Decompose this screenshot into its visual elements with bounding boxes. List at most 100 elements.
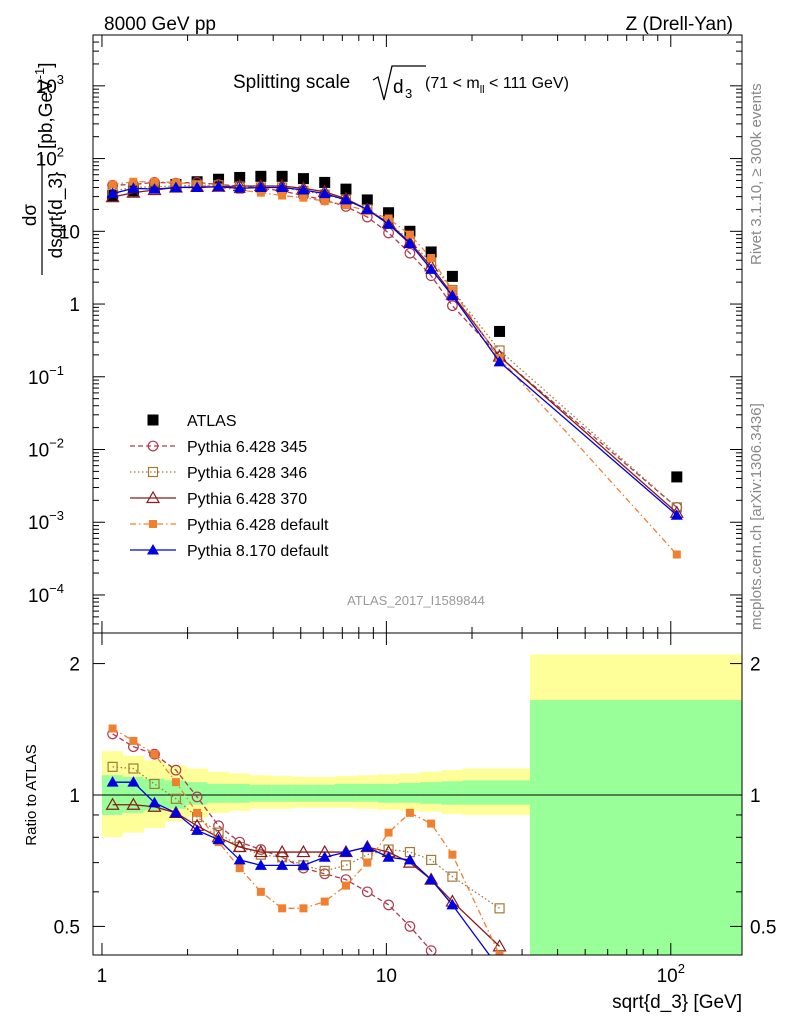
series-line-pythia-6-428-345 bbox=[112, 181, 678, 508]
main-y-tick-label: 1 bbox=[69, 295, 80, 316]
title-range-sub: ll bbox=[480, 84, 485, 96]
data-point-pythia-6-428-346 bbox=[447, 871, 458, 882]
data-point-pythia-6-428-346 bbox=[319, 865, 330, 877]
data-point-pythia-6-428-default bbox=[235, 864, 244, 873]
data-point-pythia-6-428-370 bbox=[296, 844, 311, 858]
data-point-pythia-8-170-default bbox=[403, 853, 416, 865]
tick-label-base: 1 bbox=[97, 966, 108, 987]
data-point-pythia-6-428-default bbox=[672, 550, 681, 559]
data-point-pythia-6-428-346 bbox=[494, 903, 505, 914]
data-point-pythia-8-170-default bbox=[297, 859, 310, 870]
data-point-atlas bbox=[297, 173, 309, 185]
data-point-pythia-6-428-346 bbox=[107, 761, 118, 772]
data-point-pythia-6-428-default bbox=[427, 819, 436, 828]
tick-label-base: 10 bbox=[28, 513, 49, 534]
plot-title: Splitting scale d 3 (71 < mll < 111 GeV) bbox=[233, 65, 569, 101]
series-line-pythia-6-428-370 bbox=[112, 185, 678, 514]
data-point-pythia-8-170-default bbox=[318, 187, 331, 199]
legend-marker-atlas bbox=[147, 414, 159, 426]
inner-uncertainty-band bbox=[420, 782, 442, 804]
ratio-ticks: 0.5 0.51 12 21 10 102 bbox=[54, 633, 776, 987]
data-point-pythia-6-428-345 bbox=[448, 974, 458, 984]
sqrt-symbol bbox=[372, 65, 426, 101]
data-point-pythia-8-170-default bbox=[382, 851, 395, 862]
x-tick-label: 102 bbox=[657, 961, 685, 987]
main-y-tick-label: 10−4 bbox=[28, 581, 64, 607]
data-point-pythia-6-428-default bbox=[108, 180, 117, 189]
tick-label-base: 10 bbox=[59, 222, 80, 243]
data-point-pythia-8-170-default bbox=[339, 193, 352, 205]
series-line-pythia-6-428-345 bbox=[112, 733, 436, 955]
data-point-pythia-6-428-default bbox=[129, 736, 138, 745]
inner-uncertainty-band bbox=[228, 783, 251, 803]
data-point-pythia-8-170-default bbox=[169, 181, 182, 193]
legend-marker-pythia-6-428-370 bbox=[145, 490, 161, 504]
data-point-pythia-6-428-default bbox=[299, 904, 308, 913]
data-point-pythia-8-170-default bbox=[276, 181, 289, 193]
data-point-atlas bbox=[446, 270, 458, 282]
tick-label-exp: −1 bbox=[49, 363, 64, 378]
data-point-pythia-6-428-default bbox=[108, 724, 117, 733]
data-point-pythia-8-170-default bbox=[425, 263, 438, 274]
data-point-pythia-6-428-345 bbox=[213, 820, 224, 832]
data-point-pythia-8-170-default bbox=[361, 841, 374, 852]
y-axis-label: dσ dsqrt{d_3} [pb,GeV-1] bbox=[20, 62, 67, 275]
data-point-atlas bbox=[361, 194, 373, 206]
inner-uncertainty-band bbox=[530, 700, 742, 955]
data-point-pythia-6-428-default bbox=[193, 808, 202, 817]
data-point-atlas bbox=[494, 325, 506, 337]
data-point-pythia-8-170-default bbox=[148, 183, 161, 194]
mcplots-label: mcplots.cern.ch [arXiv:1306.3436] bbox=[748, 403, 765, 630]
data-point-pythia-6-428-default bbox=[256, 188, 265, 197]
inner-uncertainty-band bbox=[186, 782, 208, 805]
legend-label-pythia-6-428-default: Pythia 6.428 default bbox=[187, 517, 329, 534]
main-y-tick-label: 102 bbox=[36, 145, 64, 171]
data-point-atlas bbox=[255, 170, 267, 182]
title-range-start: (71 < m bbox=[425, 75, 480, 92]
data-point-pythia-8-170-default bbox=[276, 859, 289, 870]
data-point-pythia-8-170-default bbox=[169, 806, 182, 818]
tick-label-exp: 3 bbox=[57, 72, 64, 87]
data-point-pythia-8-170-default bbox=[233, 182, 246, 193]
data-point-pythia-6-428-default bbox=[171, 778, 180, 787]
data-point-pythia-6-428-345 bbox=[361, 886, 373, 898]
data-point-pythia-8-170-default bbox=[382, 218, 395, 229]
inner-uncertainty-band bbox=[249, 784, 272, 802]
inner-uncertainty-band bbox=[292, 784, 315, 802]
data-point-pythia-6-428-346 bbox=[426, 854, 437, 866]
analysis-watermark: ATLAS_2017_I1589844 bbox=[347, 593, 485, 608]
title-symbol: d bbox=[393, 77, 404, 98]
inner-uncertainty-band bbox=[356, 783, 379, 802]
data-point-pythia-8-170-default bbox=[297, 183, 310, 195]
data-point-pythia-6-428-default bbox=[363, 858, 372, 867]
data-point-pythia-6-428-default bbox=[448, 850, 457, 859]
header-left: 8000 GeV pp bbox=[104, 14, 216, 35]
inner-uncertainty-band bbox=[377, 783, 400, 803]
inner-uncertainty-band bbox=[441, 781, 464, 805]
ylabel-denominator: dsqrt{d_3} bbox=[46, 172, 67, 259]
data-point-pythia-6-428-346 bbox=[149, 778, 160, 790]
legend-label-atlas: ATLAS bbox=[187, 413, 237, 430]
data-point-pythia-6-428-default bbox=[278, 904, 287, 913]
data-point-pythia-8-170-default bbox=[191, 181, 204, 193]
data-point-pythia-8-170-default bbox=[127, 776, 140, 787]
inner-uncertainty-band bbox=[207, 783, 230, 803]
tick-label-base: 10 bbox=[28, 586, 49, 607]
legend-marker-pythia-8-170-default bbox=[147, 544, 159, 555]
legend-marker-pythia-6-428-346 bbox=[147, 466, 159, 478]
legend-label-pythia-6-428-345: Pythia 6.428 345 bbox=[187, 439, 307, 456]
data-point-atlas bbox=[425, 246, 437, 258]
data-point-pythia-6-428-default bbox=[427, 253, 436, 262]
main-y-tick-label: 10−2 bbox=[28, 436, 64, 462]
data-point-pythia-6-428-default bbox=[129, 177, 138, 186]
tick-label-exp: 2 bbox=[678, 961, 685, 976]
title-range: (71 < mll < 111 GeV) bbox=[425, 75, 569, 96]
inner-uncertainty-band bbox=[271, 784, 294, 802]
data-point-pythia-8-170-default bbox=[494, 963, 506, 974]
inner-uncertainty-band bbox=[462, 780, 531, 805]
data-point-pythia-6-428-370 bbox=[253, 844, 268, 858]
ylabel-unit-sup: -1 bbox=[32, 68, 47, 80]
data-point-pythia-8-170-default bbox=[127, 182, 140, 193]
inner-uncertainty-band bbox=[313, 784, 336, 802]
